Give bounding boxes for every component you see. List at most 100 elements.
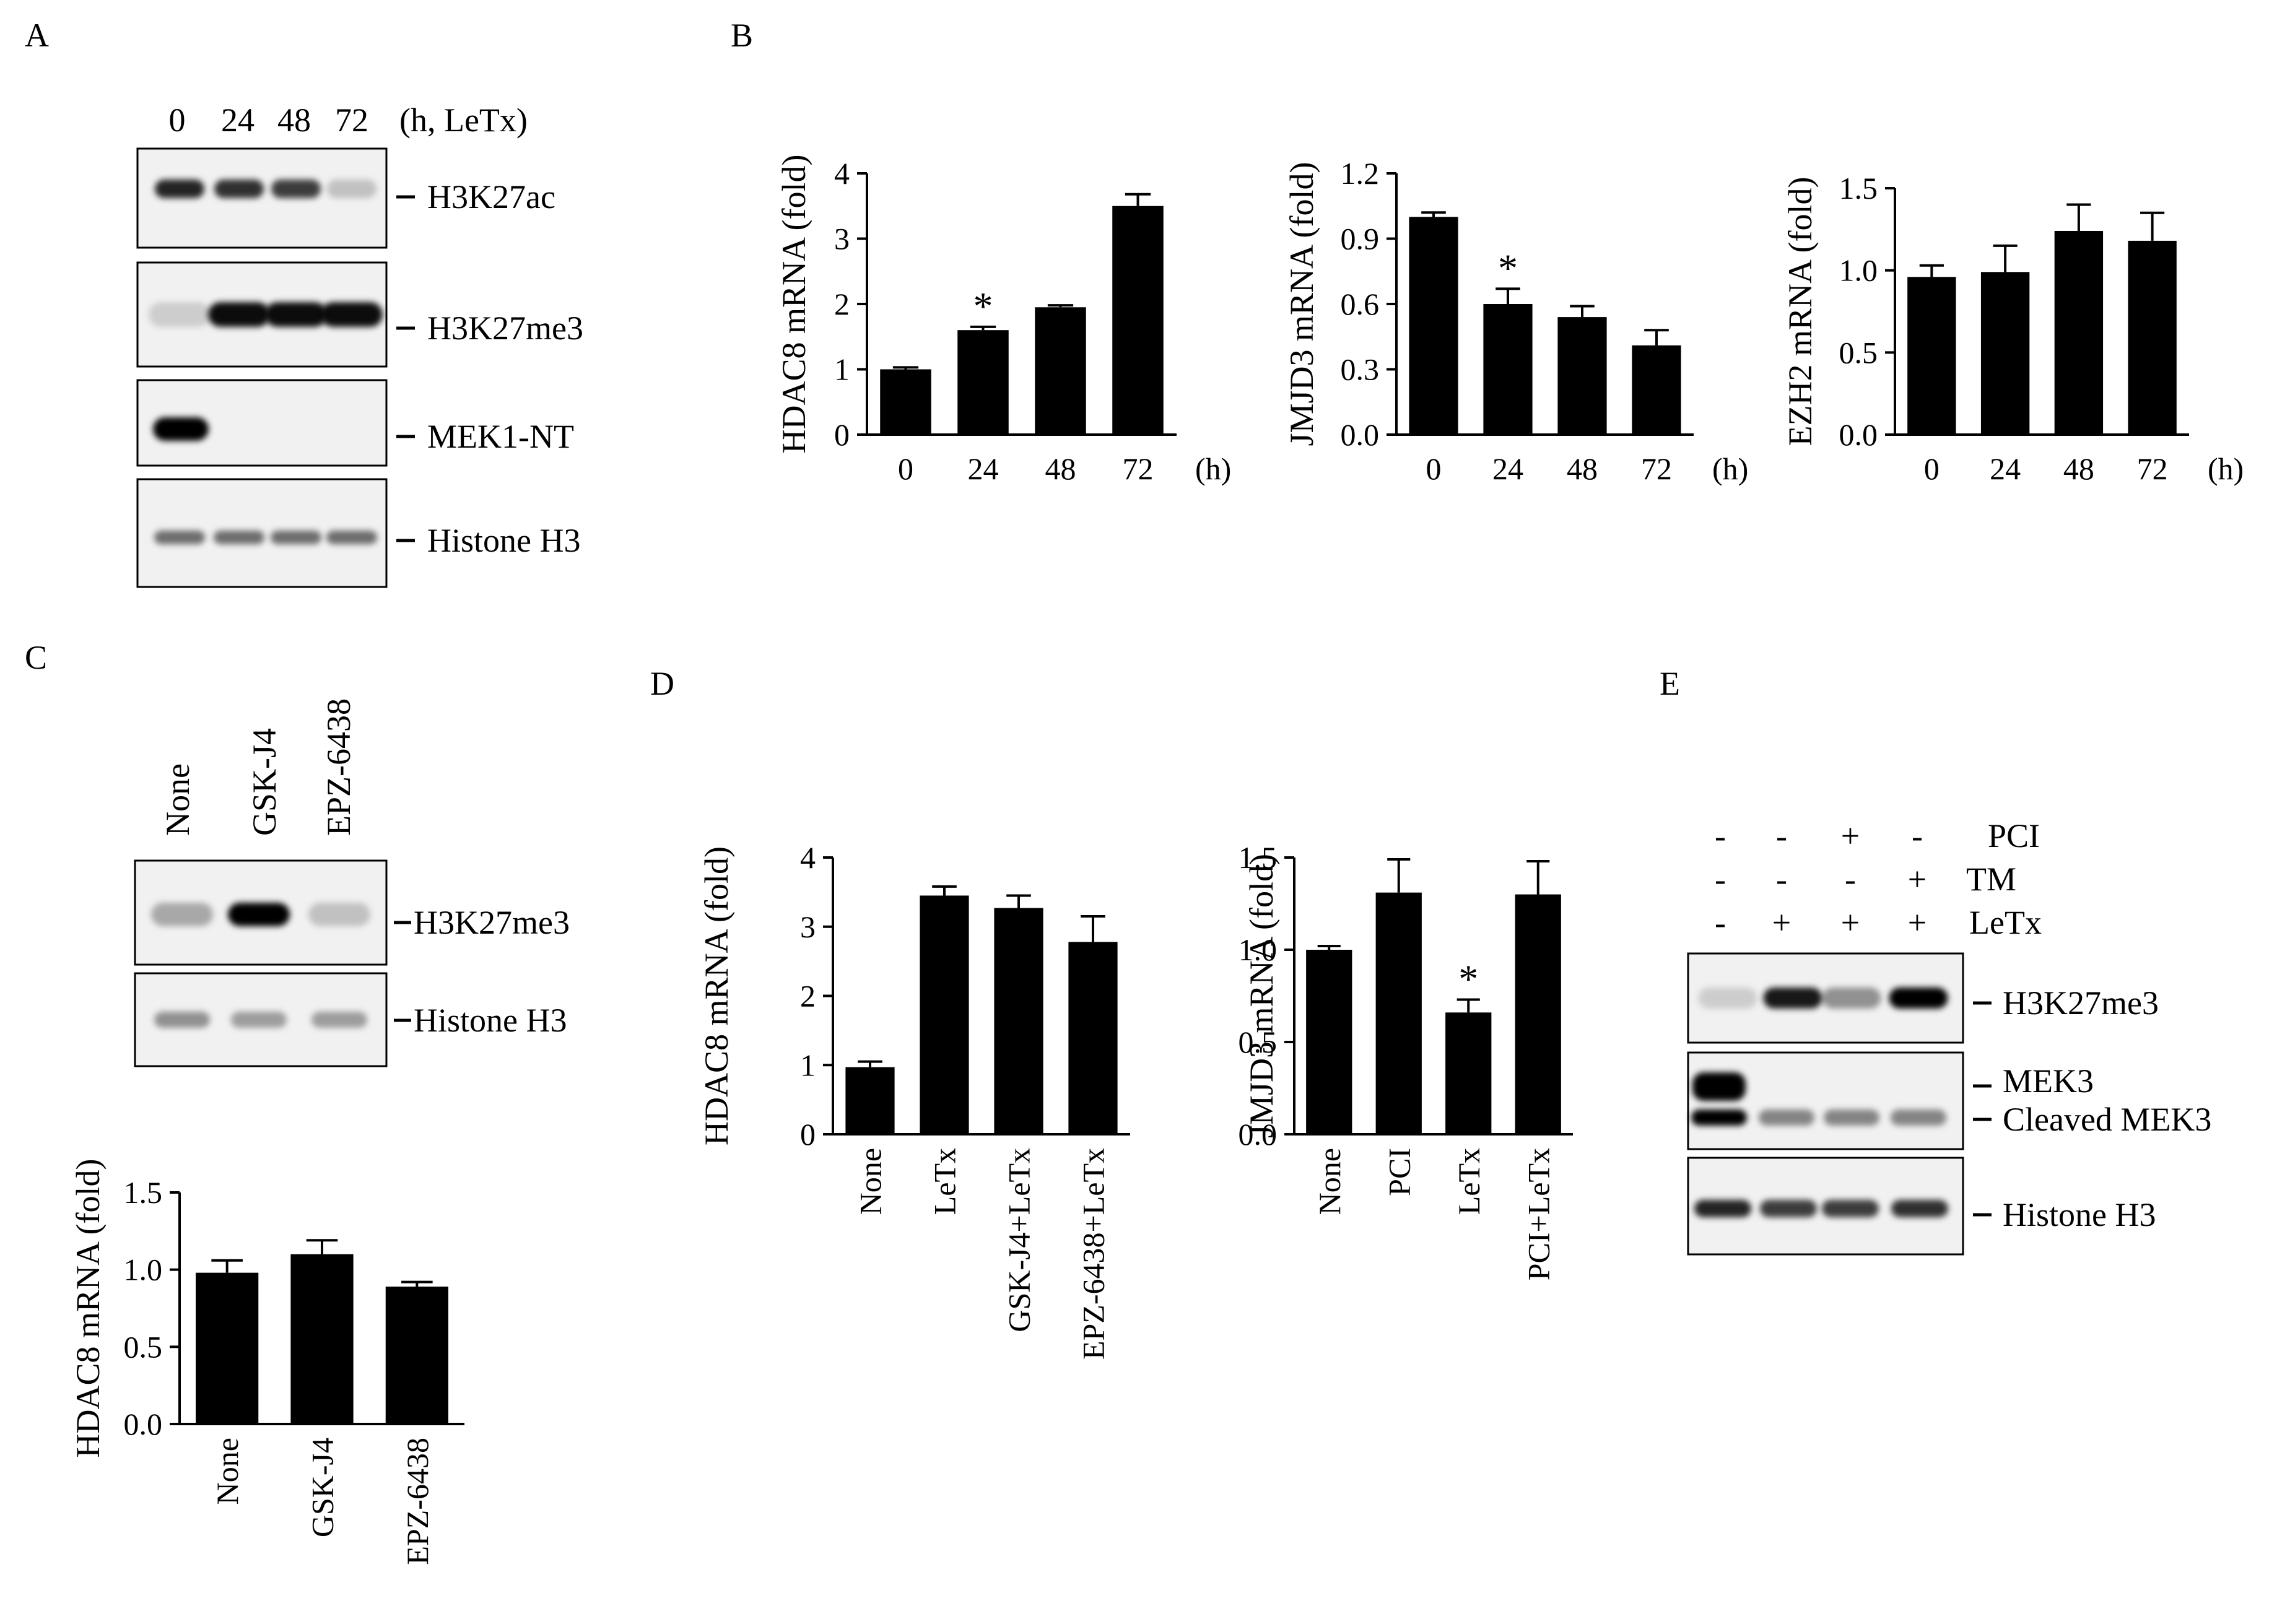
bar (845, 1067, 895, 1134)
chart-b-jmjd3: 0.0 0.3 0.6 0.9 1.2 JMJD3 mRNA (fold) 0 * 24 48 72… (1283, 156, 1748, 486)
bar (920, 895, 969, 1134)
blot-label: H3K27ac (427, 178, 555, 215)
blot-label: Histone H3 (414, 1002, 567, 1039)
blot-histone-h3: Histone H3 (1687, 1157, 2156, 1256)
x-tick-label: 48 (1567, 451, 1598, 486)
blot-label: H3K27me3 (414, 904, 570, 941)
blot-label: Histone H3 (427, 522, 580, 559)
blot-band (1891, 1109, 1946, 1126)
treatment-sign: + (1908, 861, 1927, 898)
blot-band (155, 180, 204, 198)
treatment-sign: - (1715, 861, 1726, 898)
treatment-sign: - (1776, 861, 1787, 898)
y-tick-label: 4 (834, 156, 850, 191)
y-tick-label: 0.0 (124, 1407, 163, 1441)
y-tick-label: 1.5 (1839, 171, 1878, 206)
treatment-sign: - (1776, 817, 1787, 854)
lane-label: GSK-J4 (246, 728, 283, 836)
lane-suffix: (h, LeTx) (399, 102, 528, 139)
blot-band (154, 531, 205, 544)
x-tick-label: GSK-J4+LeTx (1002, 1148, 1037, 1332)
panel-c-western-blot: None GSK-J4 EPZ-6438 H3K27me3 Histone H3 (134, 698, 570, 1067)
blot-h3k27ac: H3K27ac (136, 147, 555, 249)
y-tick-label: 3 (800, 910, 816, 944)
blot-band (1824, 1109, 1879, 1126)
y-tick-label: 1.5 (124, 1175, 163, 1210)
lane-label: 48 (277, 102, 311, 139)
y-tick-label: 1.5 (1239, 840, 1278, 875)
blot-label: H3K27me3 (427, 310, 583, 347)
y-tick-label: 1 (800, 1048, 816, 1082)
blot-band (271, 531, 321, 544)
bar (1632, 345, 1681, 435)
x-tick-label: 24 (968, 451, 999, 486)
blot-band (326, 531, 377, 544)
treatment-table: - - + - PCI - - - + TM - + + + LeTx (1715, 817, 2042, 941)
x-unit-label: (h) (2208, 451, 2244, 486)
blot-band (149, 302, 211, 327)
y-tick-label: 0.5 (1239, 1025, 1278, 1059)
blot-label: MEK1-NT (427, 418, 574, 455)
y-tick-label: 0.0 (1239, 1117, 1278, 1152)
x-tick-label: 48 (2063, 451, 2094, 486)
bar (994, 908, 1043, 1134)
x-tick-label: EPZ-6438 (400, 1438, 435, 1565)
y-tick-label: 0.0 (1341, 417, 1380, 452)
x-tick-label: 0 (1924, 451, 1940, 486)
bar (2054, 230, 2104, 435)
lane-label: 24 (221, 102, 255, 139)
blot-label: Histone H3 (2003, 1196, 2156, 1233)
x-tick-label: PCI (1382, 1148, 1416, 1196)
y-axis-label: HDAC8 mRNA (fold) (698, 846, 735, 1145)
blot-band (1891, 1200, 1948, 1217)
y-axis-label: JMJD3 mRNA (fold) (1283, 162, 1320, 446)
blot-h3k27me3: H3K27me3 (134, 859, 570, 966)
bar (957, 330, 1009, 435)
x-tick-label: EPZ-6438+LeTx (1076, 1148, 1111, 1360)
blot-h3k27me3: H3K27me3 (136, 261, 583, 368)
bar (1375, 892, 1422, 1134)
chart-c-hdac8: 0.0 0.5 1.0 1.5 HDAC8 mRNA (fold) None GSK-J4 E… (69, 1159, 464, 1565)
y-tick-label: 4 (800, 840, 816, 875)
bar (1483, 304, 1533, 435)
y-tick-label: 0 (800, 1117, 816, 1152)
panel-letter-b: B (731, 17, 753, 54)
blot-band (308, 903, 370, 926)
bar (1515, 894, 1561, 1134)
blot-histone-h3: Histone H3 (134, 972, 567, 1067)
y-axis-label: HDAC8 mRNA (fold) (775, 155, 812, 454)
y-tick-label: 0.5 (1839, 335, 1878, 370)
treatment-name: TM (1966, 861, 2016, 898)
y-tick-label: 0 (834, 417, 850, 452)
y-tick-label: 3 (834, 222, 850, 256)
treatment-sign: - (1715, 817, 1726, 854)
y-tick-label: 0.6 (1341, 287, 1380, 321)
bar (385, 1287, 448, 1424)
x-tick-label: PCI+LeTx (1521, 1148, 1556, 1280)
blot-histone-h3: Histone H3 (136, 478, 580, 588)
blot-h3k27me3: H3K27me3 (1687, 952, 2159, 1044)
blot-band (214, 180, 264, 198)
blot-band (231, 1012, 287, 1028)
blot-label: MEK3 (2003, 1062, 2094, 1100)
y-axis-label: JMJD3 mRNA (fold) (1243, 854, 1280, 1138)
blot-band (153, 417, 209, 441)
x-tick-label: 72 (1123, 451, 1154, 486)
blot-band (208, 302, 270, 327)
significance-mark: * (1458, 957, 1478, 1001)
bar (1035, 307, 1086, 435)
blot-mek3: MEK3 Cleaved MEK3 (1687, 1051, 2211, 1150)
y-tick-label: 1.0 (1239, 932, 1278, 967)
chart-b-ezh2: 0.0 0.5 1.0 1.5 EZH2 mRNA (fold) 0 24 48 72 (h) (1782, 171, 2244, 486)
blot-label: Cleaved MEK3 (2003, 1101, 2211, 1138)
x-tick-label: GSK-J4 (305, 1438, 340, 1537)
bar (1306, 950, 1352, 1134)
blot-band (321, 302, 383, 327)
panel-letter-e: E (1660, 665, 1680, 702)
lane-label: 72 (335, 102, 368, 139)
treatment-sign: + (1841, 904, 1860, 941)
y-tick-label: 1.0 (1839, 253, 1878, 288)
x-unit-label: (h) (1712, 451, 1748, 486)
bar (1112, 206, 1164, 435)
